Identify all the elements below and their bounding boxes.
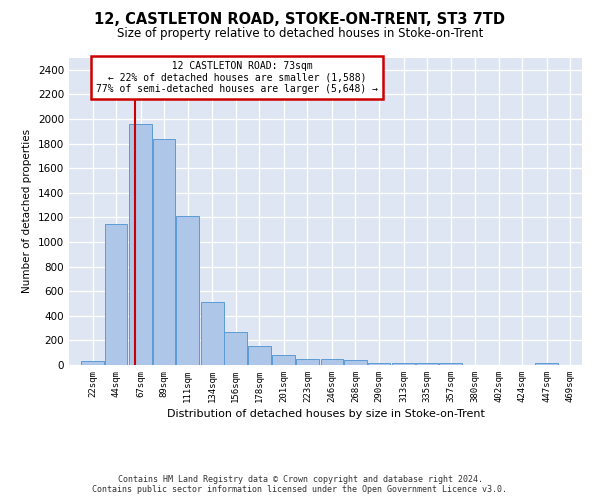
- Bar: [368, 362, 390, 365]
- Bar: [344, 360, 367, 365]
- Bar: [439, 362, 462, 365]
- Y-axis label: Number of detached properties: Number of detached properties: [22, 129, 32, 294]
- Bar: [535, 362, 558, 365]
- Text: Size of property relative to detached houses in Stoke-on-Trent: Size of property relative to detached ho…: [117, 28, 483, 40]
- Bar: [272, 355, 295, 365]
- Bar: [104, 224, 127, 365]
- Text: 12 CASTLETON ROAD: 73sqm
← 22% of detached houses are smaller (1,588)
77% of sem: 12 CASTLETON ROAD: 73sqm ← 22% of detach…: [96, 60, 378, 94]
- Bar: [392, 362, 415, 365]
- Bar: [416, 363, 439, 365]
- Bar: [81, 362, 104, 365]
- Bar: [224, 332, 247, 365]
- Text: 12, CASTLETON ROAD, STOKE-ON-TRENT, ST3 7TD: 12, CASTLETON ROAD, STOKE-ON-TRENT, ST3 …: [95, 12, 505, 28]
- Text: Contains HM Land Registry data © Crown copyright and database right 2024.
Contai: Contains HM Land Registry data © Crown c…: [92, 474, 508, 494]
- X-axis label: Distribution of detached houses by size in Stoke-on-Trent: Distribution of detached houses by size …: [167, 409, 484, 419]
- Bar: [296, 359, 319, 365]
- Bar: [129, 124, 152, 365]
- Bar: [176, 216, 199, 365]
- Bar: [201, 302, 224, 365]
- Bar: [153, 138, 175, 365]
- Bar: [320, 360, 343, 365]
- Bar: [248, 346, 271, 365]
